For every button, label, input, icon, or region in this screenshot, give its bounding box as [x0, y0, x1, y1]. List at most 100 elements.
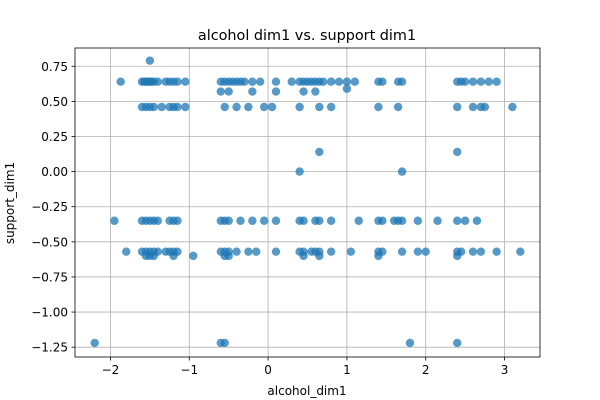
- y-tick-label: −1.00: [31, 306, 68, 320]
- data-point: [271, 77, 281, 86]
- data-point: [248, 77, 257, 86]
- data-point: [259, 102, 269, 112]
- data-point: [453, 216, 462, 225]
- data-point: [220, 338, 229, 348]
- data-point: [173, 77, 182, 86]
- data-point: [287, 77, 296, 86]
- data-point: [244, 102, 253, 112]
- data-point: [393, 102, 403, 112]
- data-point: [334, 77, 344, 86]
- data-point: [181, 77, 190, 86]
- data-point: [271, 247, 281, 256]
- data-point: [252, 247, 261, 256]
- data-point: [476, 247, 486, 256]
- grid-lines: [75, 48, 540, 357]
- data-point: [299, 87, 308, 96]
- data-point: [149, 251, 159, 261]
- data-point: [232, 247, 241, 256]
- data-point: [476, 77, 486, 86]
- data-point: [169, 251, 178, 261]
- data-point: [153, 216, 162, 225]
- data-point: [342, 77, 352, 86]
- y-tick-label: 0.25: [41, 130, 68, 144]
- x-tick-label: 2: [422, 363, 430, 377]
- data-point: [508, 102, 517, 112]
- data-point: [299, 216, 308, 225]
- data-point: [232, 102, 241, 112]
- data-point: [315, 216, 324, 225]
- data-point: [315, 102, 324, 112]
- data-point: [453, 338, 462, 348]
- x-tick-label: 1: [343, 363, 351, 377]
- data-points: [90, 56, 525, 348]
- y-tick-label: 0.75: [41, 60, 68, 74]
- data-point: [216, 87, 226, 96]
- y-tick-label: −0.75: [31, 270, 68, 284]
- data-point: [480, 102, 490, 112]
- plot-area-frame: [74, 47, 541, 358]
- data-point: [468, 102, 478, 112]
- data-point: [189, 251, 198, 261]
- data-point: [248, 216, 257, 225]
- chart-title: alcohol dim1 vs. support dim1: [198, 28, 416, 44]
- data-point: [271, 87, 281, 96]
- data-point: [181, 102, 190, 112]
- data-point: [224, 216, 233, 225]
- data-point: [248, 87, 257, 96]
- data-point: [224, 87, 233, 96]
- data-point: [326, 247, 336, 256]
- data-point: [319, 77, 328, 86]
- data-point: [90, 338, 99, 348]
- data-point: [374, 102, 383, 112]
- data-point: [397, 247, 407, 256]
- data-point: [350, 77, 359, 86]
- data-point: [378, 216, 387, 225]
- data-point: [326, 102, 336, 112]
- x-tick-label: −1: [180, 363, 198, 377]
- data-point: [244, 247, 253, 256]
- data-point: [492, 77, 501, 86]
- data-point: [259, 216, 269, 225]
- data-point: [326, 77, 336, 86]
- data-point: [346, 247, 356, 256]
- data-point: [421, 247, 430, 256]
- data-point: [173, 216, 182, 225]
- data-point: [311, 87, 320, 96]
- data-point: [492, 247, 501, 256]
- data-point: [173, 102, 182, 112]
- data-point: [149, 102, 159, 112]
- y-axis-ticks: −1.25 −1.00 −0.75 −0.50 −0.25 0.00 0.25 0.50 0.7…: [31, 60, 75, 355]
- x-tick-label: 0: [264, 363, 272, 377]
- data-point: [468, 77, 478, 86]
- data-point: [516, 247, 525, 256]
- data-point: [397, 77, 407, 86]
- data-point: [315, 251, 324, 261]
- data-point: [299, 251, 308, 261]
- data-point: [453, 251, 462, 261]
- x-tick-label: −2: [102, 363, 120, 377]
- data-point: [374, 251, 383, 261]
- y-tick-label: 0.00: [41, 165, 68, 179]
- data-point: [157, 102, 166, 112]
- data-point: [153, 77, 162, 86]
- y-tick-label: 0.50: [41, 95, 68, 109]
- y-tick-label: −0.50: [31, 235, 68, 249]
- data-point: [240, 77, 249, 86]
- data-point: [122, 247, 131, 256]
- data-point: [110, 216, 119, 225]
- x-axis-label: alcohol_dim1: [267, 384, 346, 398]
- data-point: [460, 216, 470, 225]
- data-point: [342, 84, 352, 93]
- data-point: [145, 56, 155, 65]
- data-point: [378, 77, 387, 86]
- x-axis-ticks: −2 −1 0 1 2 3: [102, 357, 508, 377]
- data-point: [326, 216, 336, 225]
- data-point: [236, 216, 245, 225]
- data-point: [295, 102, 304, 112]
- data-point: [315, 147, 324, 157]
- data-point: [295, 167, 304, 176]
- data-point: [271, 216, 281, 225]
- y-axis-label: support_dim1: [3, 162, 17, 244]
